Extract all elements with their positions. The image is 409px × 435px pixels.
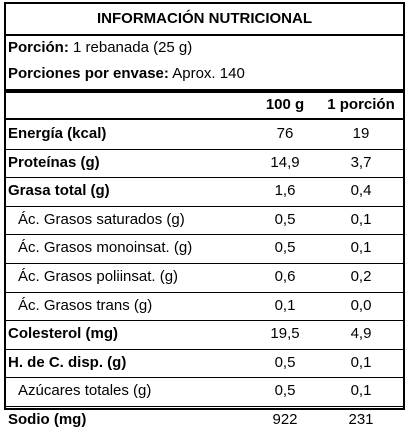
- nutrient-row: Grasa total (g) 1,6 0,4: [6, 177, 403, 206]
- nutrient-row: Ác. Grasos monoinsat. (g) 0,5 0,1: [6, 234, 403, 263]
- portion-label: Porción:: [8, 39, 69, 56]
- nutrient-row: H. de C. disp. (g) 0,5 0,1: [6, 348, 403, 378]
- nutrition-facts-panel: INFORMACIÓN NUTRICIONAL Porción: 1 reban…: [4, 2, 405, 428]
- nutrient-value-portion: 19: [352, 125, 370, 142]
- nutrient-value-portion: 0,2: [350, 267, 372, 285]
- nutrient-name: Azúcares totales (g): [18, 382, 152, 400]
- nutrient-name: Ác. Grasos saturados (g): [18, 210, 185, 228]
- nutrient-value-100g: 0,5: [274, 239, 296, 257]
- nutrient-name: Proteínas (g): [8, 153, 100, 171]
- servings-per-package-line: Porciones por envase: Aprox. 140: [8, 65, 245, 82]
- nutrient-row: Ác. Grasos trans (g) 0,1 0,0: [6, 291, 403, 321]
- nutrient-value-portion: 0,1: [350, 210, 372, 228]
- nutrient-value-100g: 0,5: [274, 382, 296, 400]
- column-header-100g: 100 g: [265, 96, 305, 113]
- nutrient-value-100g: 0,1: [274, 296, 296, 314]
- nutrient-value-portion: 3,7: [350, 153, 372, 171]
- nutrient-value-100g: 19,5: [270, 325, 300, 343]
- nutrient-value-100g: 0,5: [274, 210, 296, 228]
- nutrient-value-portion: 0,1: [350, 239, 372, 257]
- nutrient-row: Ác. Grasos saturados (g) 0,5 0,1: [6, 205, 403, 235]
- nutrient-value-100g: 14,9: [270, 153, 300, 171]
- nutrient-name: Ác. Grasos trans (g): [18, 296, 153, 314]
- servings-per-package-label: Porciones por envase:: [8, 65, 169, 82]
- nutrient-name: Sodio (mg): [8, 410, 87, 428]
- nutrient-value-100g: 1,6: [274, 182, 296, 200]
- nutrient-name: Ác. Grasos poliinsat. (g): [18, 267, 179, 285]
- nutrient-value-100g: 0,5: [274, 353, 296, 371]
- nutrient-row: Proteínas (g) 14,9 3,7: [6, 148, 403, 178]
- nutrient-rows: Energía (kcal) 76 19 Proteínas (g) 14,9 3,7 Gr…: [6, 121, 403, 435]
- portion-value: 1 rebanada (25 g): [73, 39, 193, 56]
- nutrient-value-portion: 0,1: [350, 353, 372, 371]
- nutrient-row: Energía (kcal) 76 19: [6, 121, 403, 149]
- portion-line: Porción: 1 rebanada (25 g): [8, 39, 192, 56]
- nutrient-value-100g: 922: [272, 410, 298, 428]
- nutrient-name: Energía (kcal): [8, 125, 107, 142]
- nutrient-row: Sodio (mg) 922 231: [6, 405, 403, 435]
- nutrient-value-portion: 0,0: [350, 296, 372, 314]
- nutrient-name: Grasa total (g): [8, 182, 110, 200]
- nutrient-value-portion: 231: [348, 410, 374, 428]
- nutrient-value-portion: 0,4: [350, 182, 372, 200]
- nutrient-row: Colesterol (mg) 19,5 4,9: [6, 320, 403, 349]
- nutrient-name: Colesterol (mg): [8, 325, 119, 343]
- nutrient-value-portion: 4,9: [350, 325, 372, 343]
- nutrient-value-100g: 0,6: [274, 267, 296, 285]
- nutrient-row: Azúcares totales (g) 0,5 0,1: [6, 377, 403, 406]
- thick-divider: [6, 89, 403, 93]
- column-header-portion: 1 porción: [327, 96, 395, 113]
- nutrient-name: Ác. Grasos monoinsat. (g): [18, 239, 193, 257]
- nutrient-value-100g: 76: [276, 125, 294, 142]
- header-divider: [6, 118, 403, 120]
- nutrient-value-portion: 0,1: [350, 382, 372, 400]
- nutrient-row: Ác. Grasos poliinsat. (g) 0,6 0,2: [6, 262, 403, 292]
- panel-title: INFORMACIÓN NUTRICIONAL: [6, 4, 403, 36]
- servings-per-package-value: Aprox. 140: [172, 65, 245, 82]
- nutrient-name: H. de C. disp. (g): [8, 353, 127, 371]
